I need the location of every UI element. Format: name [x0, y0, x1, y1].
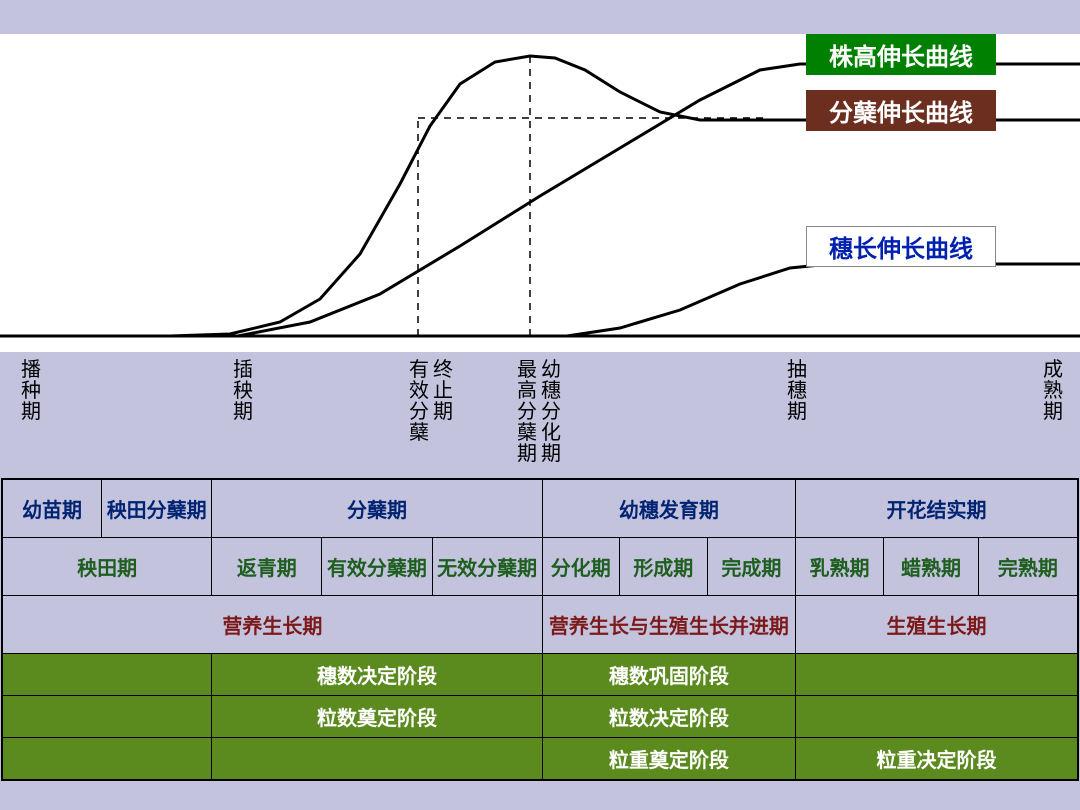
- stage-cell: 返青期: [212, 538, 322, 596]
- stage-cell: 粒重决定阶段: [795, 738, 1077, 780]
- stage-table: 幼苗期秧田分蘖期分蘖期幼穗发育期开花结实期秧田期返青期有效分蘖期无效分蘖期分化期…: [1, 478, 1079, 781]
- legend-tillering: 分蘖伸长曲线: [806, 90, 996, 131]
- stage-cell: 幼苗期: [3, 480, 102, 538]
- stage-cell: 营养生长与生殖生长并进期: [542, 596, 795, 654]
- stage-cell: 穗数决定阶段: [212, 654, 542, 696]
- stage-cell: 分蘖期: [212, 480, 542, 538]
- stage-cell: [3, 738, 212, 780]
- stage-cell: 乳熟期: [795, 538, 883, 596]
- stage-cell: [3, 654, 212, 696]
- stage-cell: 营养生长期: [3, 596, 543, 654]
- xlabel: 播种期: [20, 360, 42, 423]
- stage-cell: 蜡熟期: [884, 538, 979, 596]
- stage-cell: 开花结实期: [795, 480, 1077, 538]
- xlabel: 插秧期: [232, 360, 254, 423]
- xlabel: 幼穗分化期: [540, 360, 562, 465]
- xlabel: 最高分蘖期: [516, 360, 538, 465]
- legend-plant-height: 株高伸长曲线: [806, 34, 996, 75]
- top-band: [0, 0, 1080, 34]
- stage-cell: 生殖生长期: [795, 596, 1077, 654]
- stage-cell: 无效分蘖期: [432, 538, 542, 596]
- stage-cell: 粒数决定阶段: [542, 696, 795, 738]
- stage-cell: 分化期: [542, 538, 619, 596]
- stage-cell: [212, 738, 542, 780]
- stage-cell: 幼穗发育期: [542, 480, 795, 538]
- stage-cell: 完熟期: [978, 538, 1077, 596]
- stage-cell: 粒重奠定阶段: [542, 738, 795, 780]
- xlabel: 有效分蘖: [408, 360, 430, 444]
- xlabel: 抽穗期: [786, 360, 808, 423]
- stage-cell: 秧田期: [3, 538, 212, 596]
- x-axis-labels: 播种期 插秧期 有效分蘖终止期 最高分蘖期幼穗分化期 抽穗期 成熟期: [0, 352, 1080, 476]
- stage-cell: 完成期: [707, 538, 795, 596]
- legend-panicle: 穗长伸长曲线: [806, 226, 996, 267]
- xlabel: 成熟期: [1042, 360, 1064, 423]
- xlabel: 终止期: [432, 360, 454, 423]
- chart-svg: [0, 34, 1080, 352]
- stage-cell: 粒数奠定阶段: [212, 696, 542, 738]
- stage-cell: [795, 654, 1077, 696]
- stage-cell: 秧田分蘖期: [102, 480, 212, 538]
- stage-cell: 有效分蘖期: [322, 538, 432, 596]
- stage-cell: 形成期: [619, 538, 707, 596]
- stage-cell: 穗数巩固阶段: [542, 654, 795, 696]
- chart-area: 株高伸长曲线 分蘖伸长曲线 穗长伸长曲线: [0, 34, 1080, 352]
- stage-cell: [795, 696, 1077, 738]
- stage-cell: [3, 696, 212, 738]
